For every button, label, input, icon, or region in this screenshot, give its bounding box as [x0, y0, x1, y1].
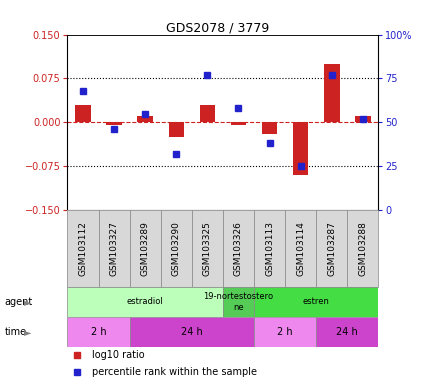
Text: 2 h: 2 h [91, 327, 106, 337]
Text: GSM103289: GSM103289 [140, 221, 149, 276]
Bar [316, 210, 347, 287]
Text: log10 ratio: log10 ratio [92, 351, 145, 361]
Text: GSM103290: GSM103290 [171, 221, 181, 276]
Text: 24 h: 24 h [336, 327, 357, 337]
Text: 24 h: 24 h [181, 327, 202, 337]
Text: ►: ► [24, 327, 31, 337]
Text: GSM103325: GSM103325 [202, 221, 211, 276]
Text: GSM103113: GSM103113 [264, 221, 273, 276]
Bar [354, 116, 370, 122]
Bar [161, 210, 191, 287]
Bar [106, 122, 122, 125]
Text: GSM103114: GSM103114 [296, 221, 305, 276]
Bar [168, 122, 184, 137]
Bar [199, 105, 215, 122]
Text: GSM103288: GSM103288 [358, 221, 367, 276]
Bar [222, 287, 253, 317]
Bar [253, 317, 316, 347]
Bar [253, 210, 285, 287]
Bar [292, 122, 308, 175]
Bar [191, 210, 223, 287]
Bar [346, 210, 378, 287]
Bar [98, 210, 129, 287]
Text: time: time [4, 327, 26, 337]
Text: GSM103112: GSM103112 [78, 221, 87, 276]
Text: estren: estren [302, 298, 329, 306]
Text: percentile rank within the sample: percentile rank within the sample [92, 367, 257, 377]
Bar [230, 122, 246, 125]
Bar [323, 64, 339, 122]
Bar [129, 210, 161, 287]
Bar [253, 287, 378, 317]
Bar [137, 116, 153, 122]
Text: GSM103326: GSM103326 [233, 221, 243, 276]
Bar [285, 210, 316, 287]
Text: GDS2078 / 3779: GDS2078 / 3779 [165, 21, 269, 34]
Text: ►: ► [24, 297, 31, 307]
Bar [316, 317, 378, 347]
Bar [222, 210, 253, 287]
Bar [75, 105, 91, 122]
Text: agent: agent [4, 297, 33, 307]
Text: estradiol: estradiol [127, 298, 163, 306]
Bar [67, 317, 129, 347]
Text: 19-nortestostero
ne: 19-nortestostero ne [203, 292, 273, 312]
Bar [67, 210, 98, 287]
Text: 2 h: 2 h [277, 327, 292, 337]
Bar [67, 287, 222, 317]
Bar [129, 317, 253, 347]
Bar [261, 122, 277, 134]
Text: GSM103287: GSM103287 [326, 221, 335, 276]
Text: GSM103327: GSM103327 [109, 221, 118, 276]
